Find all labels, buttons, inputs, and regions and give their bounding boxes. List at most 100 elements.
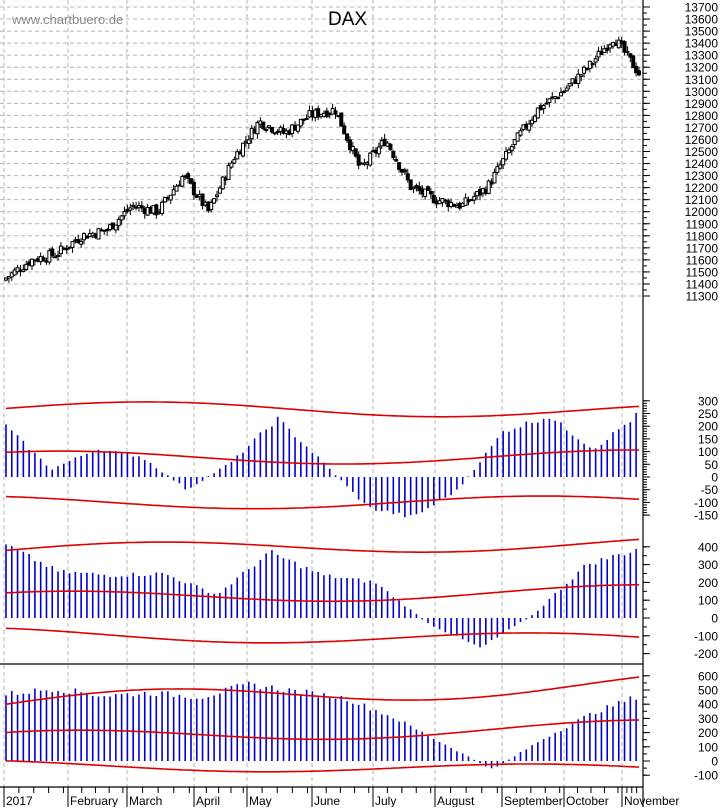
candle-up bbox=[295, 124, 300, 132]
candle-up bbox=[512, 139, 517, 145]
price-axis-tick-label: 13000 bbox=[685, 85, 719, 99]
candle-up bbox=[171, 189, 176, 196]
candle-up bbox=[368, 152, 373, 166]
candle-up bbox=[96, 228, 101, 240]
candle-up bbox=[174, 185, 179, 192]
candle-up bbox=[264, 128, 269, 131]
candle-down bbox=[41, 257, 46, 262]
candle-up bbox=[498, 164, 503, 169]
chart-title: DAX bbox=[328, 9, 368, 30]
price-axis-tick-label: 13500 bbox=[685, 25, 719, 39]
price-axis-tick-label: 11300 bbox=[686, 290, 719, 304]
price-axis-tick-label: 12900 bbox=[685, 97, 719, 111]
osc3-axis-tick-label: 400 bbox=[698, 698, 718, 712]
candle-up bbox=[47, 250, 52, 263]
price-axis-tick-label: 12000 bbox=[685, 205, 719, 219]
price-axis-tick-label: 13700 bbox=[685, 1, 719, 15]
price-axis-tick-label: 12600 bbox=[685, 133, 719, 147]
candle-up bbox=[547, 98, 552, 103]
month-label: 2017 bbox=[6, 794, 33, 807]
osc3-band-upper bbox=[5, 676, 640, 705]
candle-up bbox=[229, 162, 234, 168]
price-axis-tick-label: 12700 bbox=[685, 121, 719, 135]
candle-up bbox=[267, 125, 272, 128]
candle-down bbox=[544, 102, 549, 105]
osc1-axis-tick-label: 250 bbox=[698, 407, 718, 421]
candle-up bbox=[582, 66, 587, 74]
candle-down bbox=[342, 125, 347, 135]
osc3-band-lower bbox=[5, 760, 640, 773]
month-label: October bbox=[566, 794, 609, 807]
osc2-axis-tick-label: -200 bbox=[694, 647, 718, 661]
candle-up bbox=[235, 151, 240, 160]
candle-down bbox=[388, 143, 393, 151]
candle-up bbox=[131, 204, 136, 207]
candle-up bbox=[486, 180, 491, 194]
candle-down bbox=[428, 191, 433, 195]
month-label: April bbox=[196, 794, 220, 807]
osc3-axis-tick-label: -100 bbox=[694, 769, 718, 783]
osc1-axis-tick-label: 100 bbox=[698, 445, 718, 459]
osc3-axis-tick-label: 600 bbox=[698, 669, 718, 683]
price-axis-tick-label: 12100 bbox=[685, 193, 719, 207]
candle-down bbox=[353, 148, 358, 157]
candle-down bbox=[275, 130, 280, 133]
candle-down bbox=[426, 186, 430, 191]
candle-up bbox=[4, 277, 8, 281]
osc1-band-lower bbox=[5, 495, 640, 510]
osc1-axis-tick-label: -100 bbox=[694, 496, 718, 510]
candle-down bbox=[191, 181, 196, 196]
candle-up bbox=[579, 74, 584, 77]
candle-down bbox=[605, 47, 610, 51]
candle-up bbox=[527, 123, 532, 131]
candle-up bbox=[518, 130, 523, 136]
candle-up bbox=[504, 150, 509, 160]
candle-up bbox=[24, 263, 29, 270]
month-label: August bbox=[437, 794, 475, 807]
candle-up bbox=[509, 146, 514, 151]
candle-up bbox=[532, 115, 537, 122]
price-axis-tick-label: 12200 bbox=[685, 181, 719, 195]
candle-up bbox=[116, 219, 121, 227]
price-axis-tick-label: 13400 bbox=[685, 37, 719, 51]
osc1-axis-tick-label: 0 bbox=[711, 471, 718, 485]
candle-down bbox=[200, 193, 205, 207]
osc2-axis-tick-label: 400 bbox=[698, 540, 718, 554]
month-label: May bbox=[249, 794, 272, 807]
osc2-axis-tick-label: -100 bbox=[694, 629, 718, 643]
month-label: September bbox=[504, 794, 563, 807]
candle-up bbox=[541, 104, 546, 110]
candle-up bbox=[119, 215, 124, 221]
osc1-band-upper bbox=[5, 401, 640, 418]
candle-up bbox=[255, 121, 260, 135]
candle-up bbox=[241, 142, 246, 157]
candle-up bbox=[567, 82, 572, 87]
candle-down bbox=[382, 138, 387, 147]
price-axis-tick-label: 11800 bbox=[686, 229, 719, 243]
candle-up bbox=[56, 254, 61, 257]
candle-up bbox=[515, 132, 520, 142]
osc2-band-upper bbox=[5, 538, 640, 553]
price-axis-tick-label: 11400 bbox=[686, 277, 719, 291]
candle-up bbox=[58, 245, 63, 255]
candle-up bbox=[180, 176, 185, 187]
candle-up bbox=[304, 117, 309, 120]
candle-up bbox=[162, 196, 167, 203]
osc2-band-middle bbox=[5, 583, 639, 603]
candle-up bbox=[53, 256, 58, 259]
candle-up bbox=[376, 146, 381, 155]
candle-down bbox=[634, 65, 639, 74]
candle-down bbox=[622, 41, 627, 53]
osc3-band-middle bbox=[5, 719, 639, 741]
month-label: June bbox=[314, 794, 340, 807]
price-axis-tick-label: 12800 bbox=[685, 109, 719, 123]
candle-down bbox=[347, 139, 352, 151]
price-axis-tick-label: 11600 bbox=[686, 253, 719, 267]
candle-up bbox=[217, 187, 222, 194]
candle-down bbox=[584, 68, 589, 71]
candle-up bbox=[113, 224, 118, 231]
price-axis-tick-label: 13200 bbox=[685, 61, 719, 75]
osc2-axis-tick-label: 200 bbox=[698, 576, 718, 590]
osc1-axis-tick-label: 300 bbox=[698, 394, 718, 408]
